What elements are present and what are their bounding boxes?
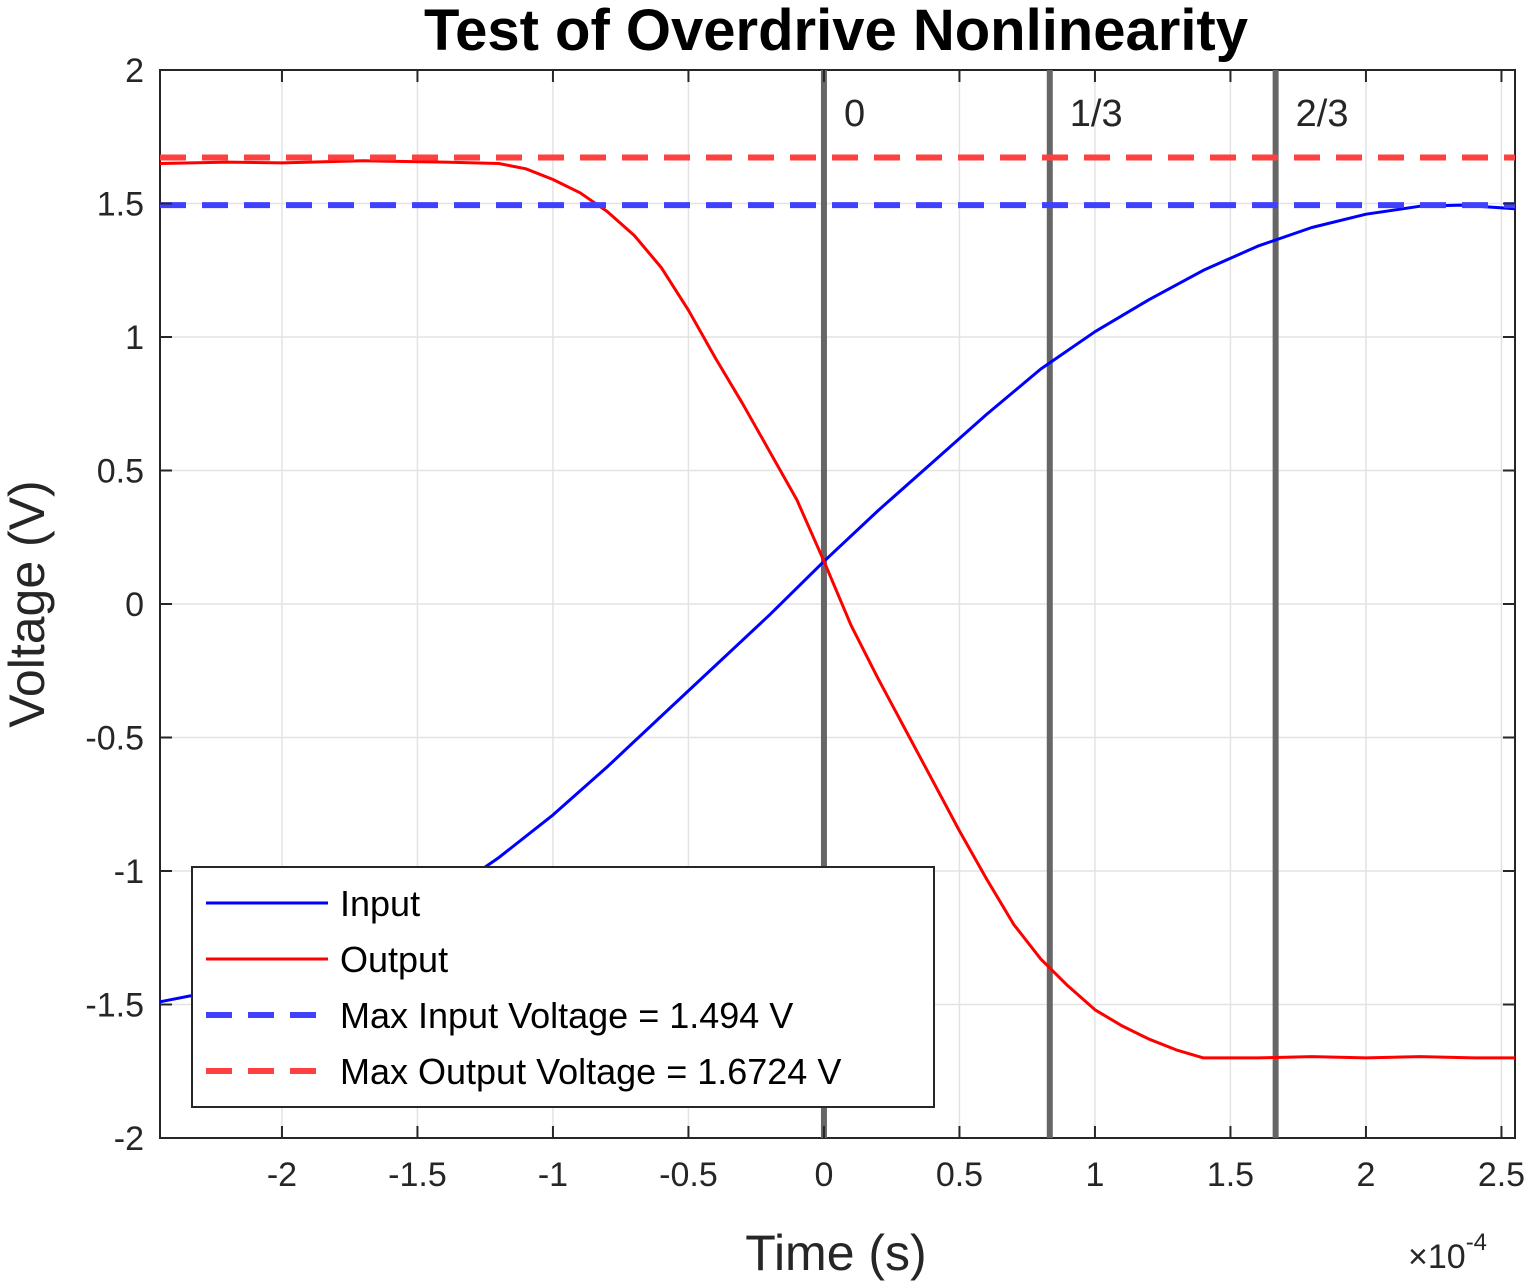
axis-ticks: -2 -1.5 -1 -0.5 0 0.5 1 1.5 2 2.5 -2 -1.5 -1 -0.5 0 0.5… xyxy=(85,52,1525,1194)
y-tick-label: -0.5 xyxy=(85,720,144,758)
y-axis-label: Voltage (V) xyxy=(0,480,55,727)
y-tick-label: 0 xyxy=(125,586,144,624)
x-tick-label: 2 xyxy=(1356,1156,1375,1194)
vertical-marker-label: 2/3 xyxy=(1296,93,1349,135)
legend-label: Max Output Voltage = 1.6724 V xyxy=(340,1051,841,1092)
legend-label: Output xyxy=(340,939,448,980)
y-tick-label: 1.5 xyxy=(97,186,144,224)
x-tick-label: 0 xyxy=(814,1156,833,1194)
x-tick-label: -2 xyxy=(267,1156,297,1194)
x-tick-label: -1.5 xyxy=(388,1156,447,1194)
y-tick-label: 1 xyxy=(125,319,144,357)
x-tick-label: 1.5 xyxy=(1207,1156,1254,1194)
x-tick-label: -0.5 xyxy=(659,1156,718,1194)
series xyxy=(159,154,1516,1060)
x-tick-label: 0.5 xyxy=(936,1156,983,1194)
vertical-marker-label: 1/3 xyxy=(1070,93,1123,135)
x-axis-exponent: ×10-4 xyxy=(1408,1229,1487,1276)
x-tick-label: 1 xyxy=(1085,1156,1104,1194)
legend-box xyxy=(191,866,935,1108)
x-tick-label: 2.5 xyxy=(1478,1156,1525,1194)
series-line xyxy=(159,159,1515,1060)
legend-label: Max Input Voltage = 1.494 V xyxy=(340,995,793,1036)
x-axis-label: Time (s) xyxy=(745,1225,926,1281)
y-tick-label: 0.5 xyxy=(97,453,144,491)
vertical-marker-label: 0 xyxy=(844,93,865,135)
y-tick-label: -2 xyxy=(114,1120,144,1158)
y-tick-label: -1.5 xyxy=(85,987,144,1025)
legend-label: Input xyxy=(340,883,420,924)
chart-title: Test of Overdrive Nonlinearity xyxy=(424,0,1248,63)
legend: Input Output Max Input Voltage = 1.494 V Ma… xyxy=(191,866,935,1108)
x-tick-label: -1 xyxy=(538,1156,568,1194)
y-tick-label: -1 xyxy=(114,853,144,891)
y-tick-label: 2 xyxy=(125,52,144,90)
